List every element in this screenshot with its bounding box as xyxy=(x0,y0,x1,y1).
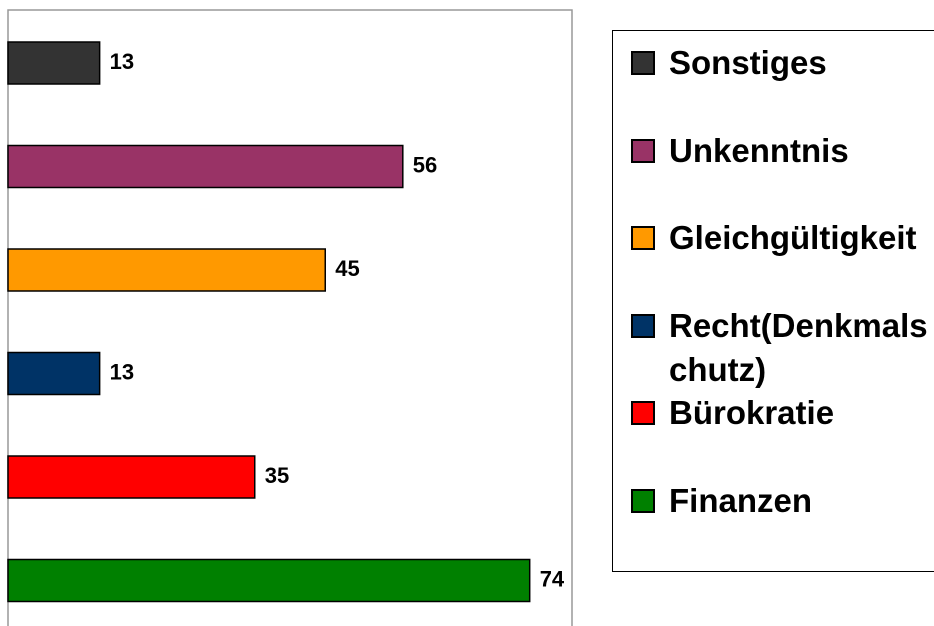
legend-label: Gleichgültigkeit xyxy=(669,219,917,256)
bar xyxy=(7,351,101,396)
legend-label: Recht(Denkmalschutz) xyxy=(669,306,928,388)
legend-swatch xyxy=(631,51,655,75)
data-label: 56 xyxy=(413,152,437,177)
plot-area xyxy=(7,9,573,626)
legend-swatch xyxy=(631,488,655,513)
legend-label: Finanzen xyxy=(669,481,813,519)
data-label: 74 xyxy=(540,566,565,591)
legend-label: Sonstiges xyxy=(669,44,827,81)
chart: 13 56 45 13 35 74 xyxy=(7,9,573,626)
bar xyxy=(7,455,256,499)
bar xyxy=(7,144,404,189)
legend-swatch xyxy=(631,313,655,338)
legend-label: Unkenntnis xyxy=(669,131,849,169)
bar xyxy=(7,41,101,85)
legend-swatch xyxy=(631,138,655,163)
data-label: 35 xyxy=(265,463,289,488)
legend: Sonstiges Unkenntnis Gleichgültigkeit Recht… xyxy=(612,30,934,572)
bar xyxy=(7,248,326,292)
legend-swatch xyxy=(631,401,655,425)
legend-label: Bürokratie xyxy=(669,394,835,431)
data-label: 13 xyxy=(110,49,134,74)
legend-swatch xyxy=(631,226,655,250)
data-label: 45 xyxy=(335,256,359,281)
bar xyxy=(7,558,531,603)
data-label: 13 xyxy=(110,359,134,384)
